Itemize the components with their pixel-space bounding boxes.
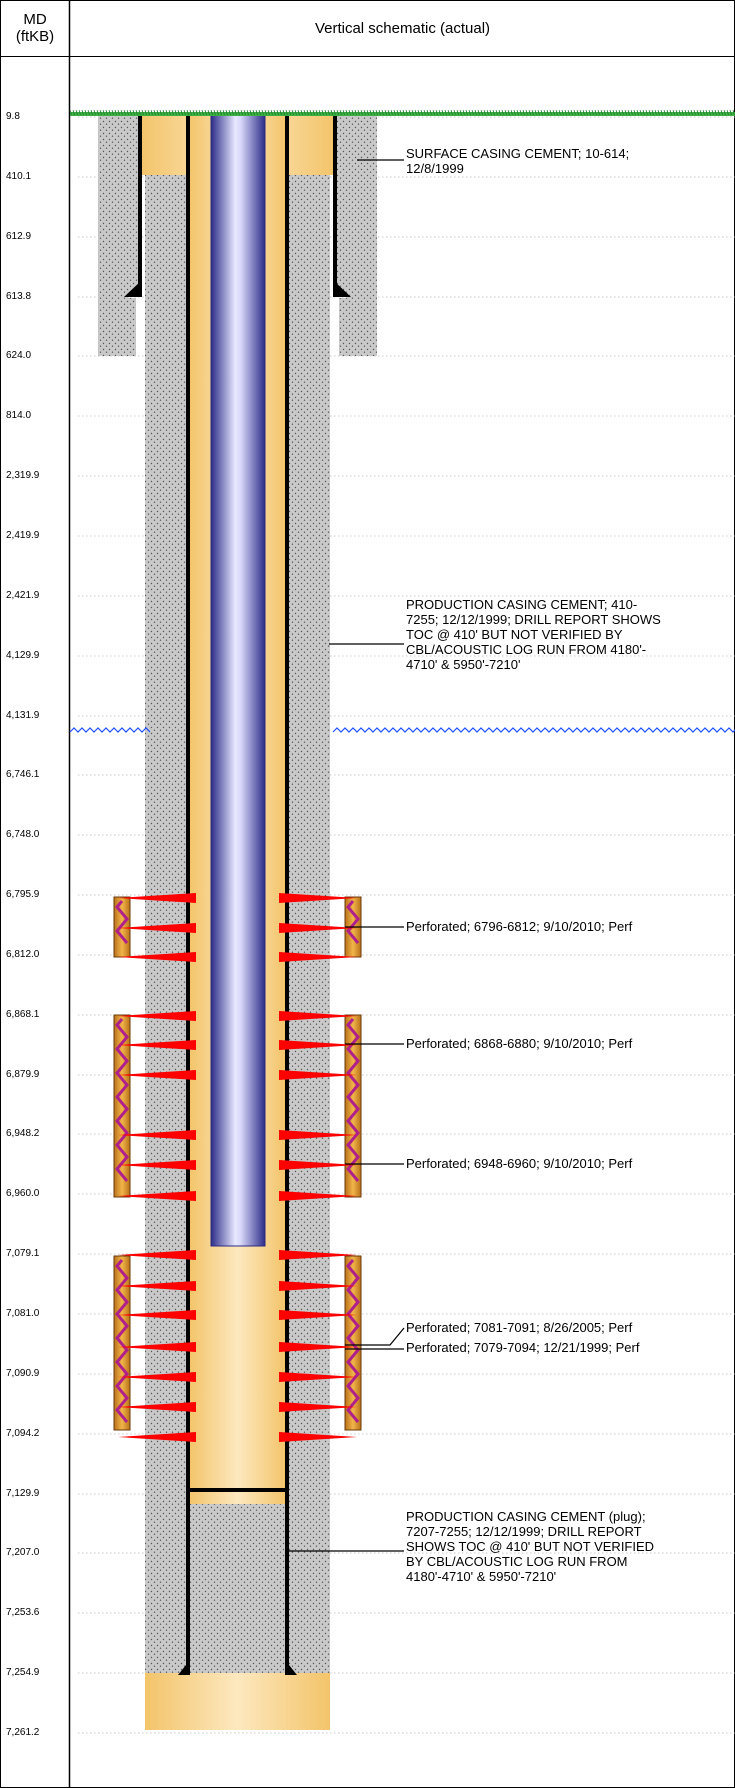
depth-label: 410.1 [6,171,32,182]
depth-label: 7,207.0 [6,1547,40,1558]
depth-label: 4,131.9 [6,710,40,721]
perforation-tunnel [118,1432,196,1442]
perforation-tunnel [118,952,196,962]
depth-label: 6,795.9 [6,889,40,900]
md-header-line1: MD [23,11,47,28]
depth-label: 624.0 [6,350,32,361]
perforation-tunnel [118,1342,196,1352]
depth-label: 7,094.2 [6,1428,40,1439]
depth-label: 7,254.9 [6,1667,40,1678]
depth-label: 2,421.9 [6,590,40,601]
surface-cement-right [335,115,377,356]
perforation-tunnel [118,1040,196,1050]
md-column-header: MD (ftKB) [0,0,70,56]
perforation-tunnel [279,1402,357,1412]
surface-cement-label: SURFACE CASING CEMENT; 10-614; 12/8/1999 [406,146,630,176]
open-hole-bottom [145,1673,330,1730]
depth-label: 7,261.2 [6,1727,40,1738]
perforation-label-1: Perforated; 6796-6812; 9/10/2010; Perf [406,919,633,934]
depth-label: 6,868.1 [6,1009,40,1020]
production-cement-left [145,175,186,1673]
perforation-tunnel [279,1432,357,1442]
depth-label: 4,129.9 [6,650,40,661]
perforation-tunnel [279,1281,357,1291]
perforation-label-5: Perforated; 7079-7094; 12/21/1999; Perf [406,1340,640,1355]
perforation-tunnel [118,923,196,933]
perforation-tunnel [279,952,357,962]
surface-casing-left [138,115,142,295]
depth-label: 6,746.1 [6,769,40,780]
surface-shoe-left [124,280,142,297]
depth-label: 612.9 [6,231,32,242]
perforation-tunnel [118,1160,196,1170]
depth-label: 7,079.1 [6,1248,40,1259]
perforation-tunnel [118,1191,196,1201]
surface-cement-left [98,115,140,356]
leader-lines [286,159,405,1552]
perforation-tunnel [118,893,196,903]
depth-label: 7,081.0 [6,1308,40,1319]
perforation-tunnel [118,1310,196,1320]
perforation-tunnel [118,1372,196,1382]
perforation-tunnel [279,1011,357,1021]
perforation-tunnel [279,1040,357,1050]
perforation-tunnel [118,1130,196,1140]
perforation-tunnel [118,1070,196,1080]
depth-label: 6,948.2 [6,1128,40,1139]
perforation-tunnel [279,1130,357,1140]
depth-label: 7,253.6 [6,1607,40,1618]
fluid-level [69,727,735,733]
perforation-label-4: Perforated; 7081-7091; 8/26/2005; Perf [406,1320,633,1335]
perforation-tunnel [279,1342,357,1352]
perforations [113,893,362,1442]
perforation-label-2: Perforated; 6868-6880; 9/10/2010; Perf [406,1036,633,1051]
depth-label: 6,960.0 [6,1188,40,1199]
tubing-string [210,114,266,1247]
perforation-tunnel [279,1160,357,1170]
ground-surface [69,109,735,116]
depth-label: 6,748.0 [6,829,40,840]
perforation-tunnel [118,1402,196,1412]
surface-casing-right [333,115,337,295]
plug-cement-label: PRODUCTION CASING CEMENT (plug); 7207-72… [406,1509,655,1584]
depth-label: 6,879.9 [6,1069,40,1080]
perforation-tunnel [118,1011,196,1021]
depth-label: 2,319.9 [6,470,40,481]
production-shoe-left [178,1660,190,1675]
surface-shoe-right [333,280,351,297]
depth-label: 613.8 [6,291,32,302]
depth-label: 814.0 [6,410,32,421]
perforation-tunnel [279,1310,357,1320]
perforation-tunnel [279,923,357,933]
perforation-tunnel [279,1372,357,1382]
production-cement-label: PRODUCTION CASING CEMENT; 410- 7255; 12/… [406,597,661,672]
perforation-tunnel [279,893,357,903]
perforation-tunnel [279,1070,357,1080]
production-shoe-right [285,1660,297,1675]
depth-label: 9.8 [6,111,20,122]
depth-label: 7,090.9 [6,1368,40,1379]
perforation-tunnel [118,1250,196,1260]
cement-plug [189,1504,286,1673]
perforation-label-3: Perforated; 6948-6960; 9/10/2010; Perf [406,1156,633,1171]
schematic-header: Vertical schematic (actual) [314,19,491,37]
depth-label: 6,812.0 [6,949,40,960]
perforation-tunnel [279,1250,357,1260]
md-header-line2: (ftKB) [15,28,55,45]
production-cement-right [289,175,330,1673]
perforation-tunnel [279,1191,357,1201]
perforation-tunnel [118,1281,196,1291]
depth-label: 2,419.9 [6,530,40,541]
depth-label: 7,129.9 [6,1488,40,1499]
